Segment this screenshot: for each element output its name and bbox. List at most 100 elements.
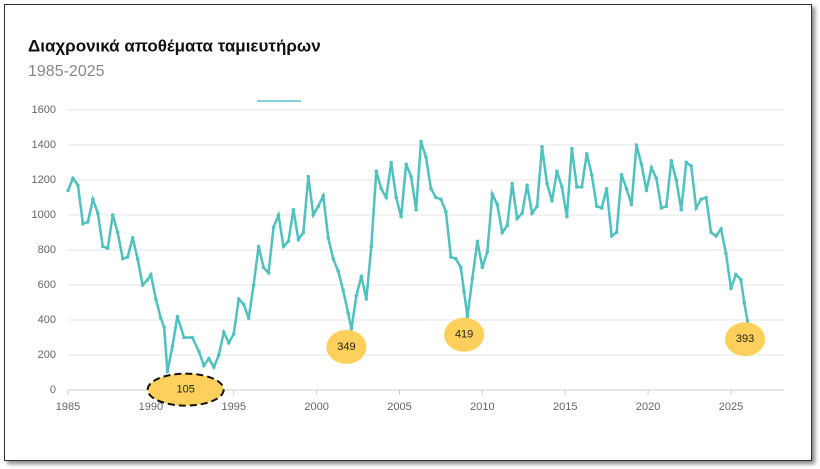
point [739, 277, 743, 282]
point [444, 209, 448, 214]
point [490, 192, 495, 196]
point [709, 230, 713, 235]
point [669, 158, 674, 163]
point [145, 277, 150, 282]
point [570, 146, 574, 151]
point [510, 181, 514, 186]
point [231, 332, 236, 336]
annotation-label: 393 [736, 333, 754, 345]
point [140, 283, 145, 287]
point [349, 327, 354, 331]
point [535, 204, 539, 209]
x-tick-label: 2000 [304, 401, 328, 413]
point [424, 155, 428, 160]
point [674, 178, 679, 182]
y-tick-label: 800 [38, 244, 56, 256]
point [105, 246, 110, 251]
point [624, 186, 629, 191]
point [251, 283, 256, 287]
y-tick-label: 200 [38, 349, 56, 361]
point [545, 181, 549, 186]
point [629, 202, 634, 207]
point [470, 276, 475, 280]
point [359, 274, 364, 279]
point [465, 314, 470, 319]
point [639, 162, 644, 167]
point [236, 297, 241, 301]
point [321, 193, 326, 198]
point [579, 185, 584, 189]
point [101, 244, 105, 249]
point [379, 186, 384, 191]
point [505, 223, 510, 228]
x-tick-label: 2020 [636, 401, 660, 413]
point [664, 204, 669, 209]
point [374, 169, 379, 174]
point [286, 239, 291, 244]
point [336, 269, 340, 273]
annotation-bubble [326, 329, 367, 364]
point [714, 234, 718, 238]
point [644, 188, 649, 193]
annotation-bubble [146, 372, 225, 407]
point [170, 344, 175, 349]
point [540, 144, 544, 149]
point [291, 207, 296, 212]
point [197, 349, 201, 354]
y-tick-label: 600 [38, 279, 56, 291]
point [125, 255, 130, 259]
point [311, 213, 316, 217]
point [734, 272, 738, 277]
point [331, 256, 335, 261]
chart-title: Διαχρονικά αποθέματα ταμιευτήρων [28, 36, 321, 55]
point [217, 353, 221, 357]
point [684, 160, 689, 165]
point [135, 256, 140, 261]
annotation-label: 349 [337, 341, 355, 353]
x-tick-label: 1985 [56, 401, 80, 413]
point [614, 230, 619, 235]
point [271, 225, 276, 230]
point [384, 195, 389, 200]
point [594, 204, 599, 209]
point [704, 195, 708, 200]
point [182, 335, 186, 340]
series-line [66, 141, 749, 372]
point [745, 319, 750, 324]
point [659, 206, 664, 210]
point [429, 186, 433, 191]
annotation-bubble [725, 322, 766, 357]
point [485, 249, 490, 254]
point [495, 202, 500, 207]
point [679, 207, 684, 212]
point [86, 220, 90, 224]
point [207, 356, 211, 361]
point [202, 363, 206, 368]
point [409, 174, 413, 179]
y-tick-label: 1400 [32, 139, 56, 151]
point [115, 230, 120, 235]
point [724, 251, 728, 256]
point [565, 214, 569, 219]
chart-subtitle: 1985-2025 [28, 63, 105, 80]
point [162, 325, 166, 329]
card [4, 4, 812, 461]
point [604, 186, 609, 191]
point [130, 235, 135, 240]
point [550, 199, 554, 203]
point [634, 143, 639, 147]
point [165, 369, 170, 374]
point [316, 204, 321, 209]
x-tick-label: 2025 [719, 401, 743, 413]
point [346, 311, 350, 315]
point [609, 234, 614, 238]
point [699, 197, 703, 202]
point [354, 293, 359, 298]
point [449, 255, 453, 259]
point [296, 237, 301, 242]
point [301, 230, 306, 235]
x-tick-label: 2005 [387, 401, 411, 413]
point [404, 162, 408, 167]
point [480, 265, 485, 270]
